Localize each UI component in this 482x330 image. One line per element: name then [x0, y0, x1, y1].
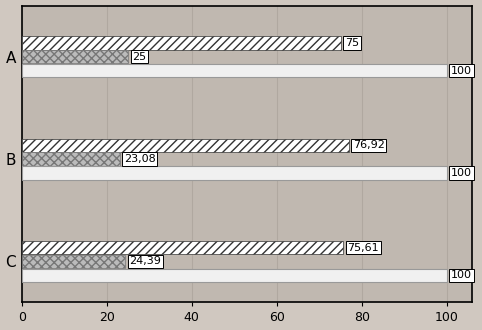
Bar: [22, 50, 128, 63]
Text: 25: 25: [132, 52, 147, 62]
Text: 100: 100: [451, 270, 472, 280]
Text: 100: 100: [451, 168, 472, 178]
Text: 24,39: 24,39: [130, 256, 161, 266]
Bar: [22, 152, 120, 166]
Bar: [22, 269, 447, 282]
Text: 100: 100: [451, 66, 472, 76]
Text: 75,61: 75,61: [348, 243, 379, 253]
Bar: [22, 139, 349, 152]
Bar: [22, 64, 447, 77]
Text: 76,92: 76,92: [353, 140, 385, 150]
Bar: [22, 36, 341, 49]
Bar: [22, 166, 447, 180]
Bar: [22, 255, 125, 268]
Text: 75: 75: [345, 38, 359, 48]
Bar: [22, 241, 343, 254]
Text: 23,08: 23,08: [124, 154, 156, 164]
